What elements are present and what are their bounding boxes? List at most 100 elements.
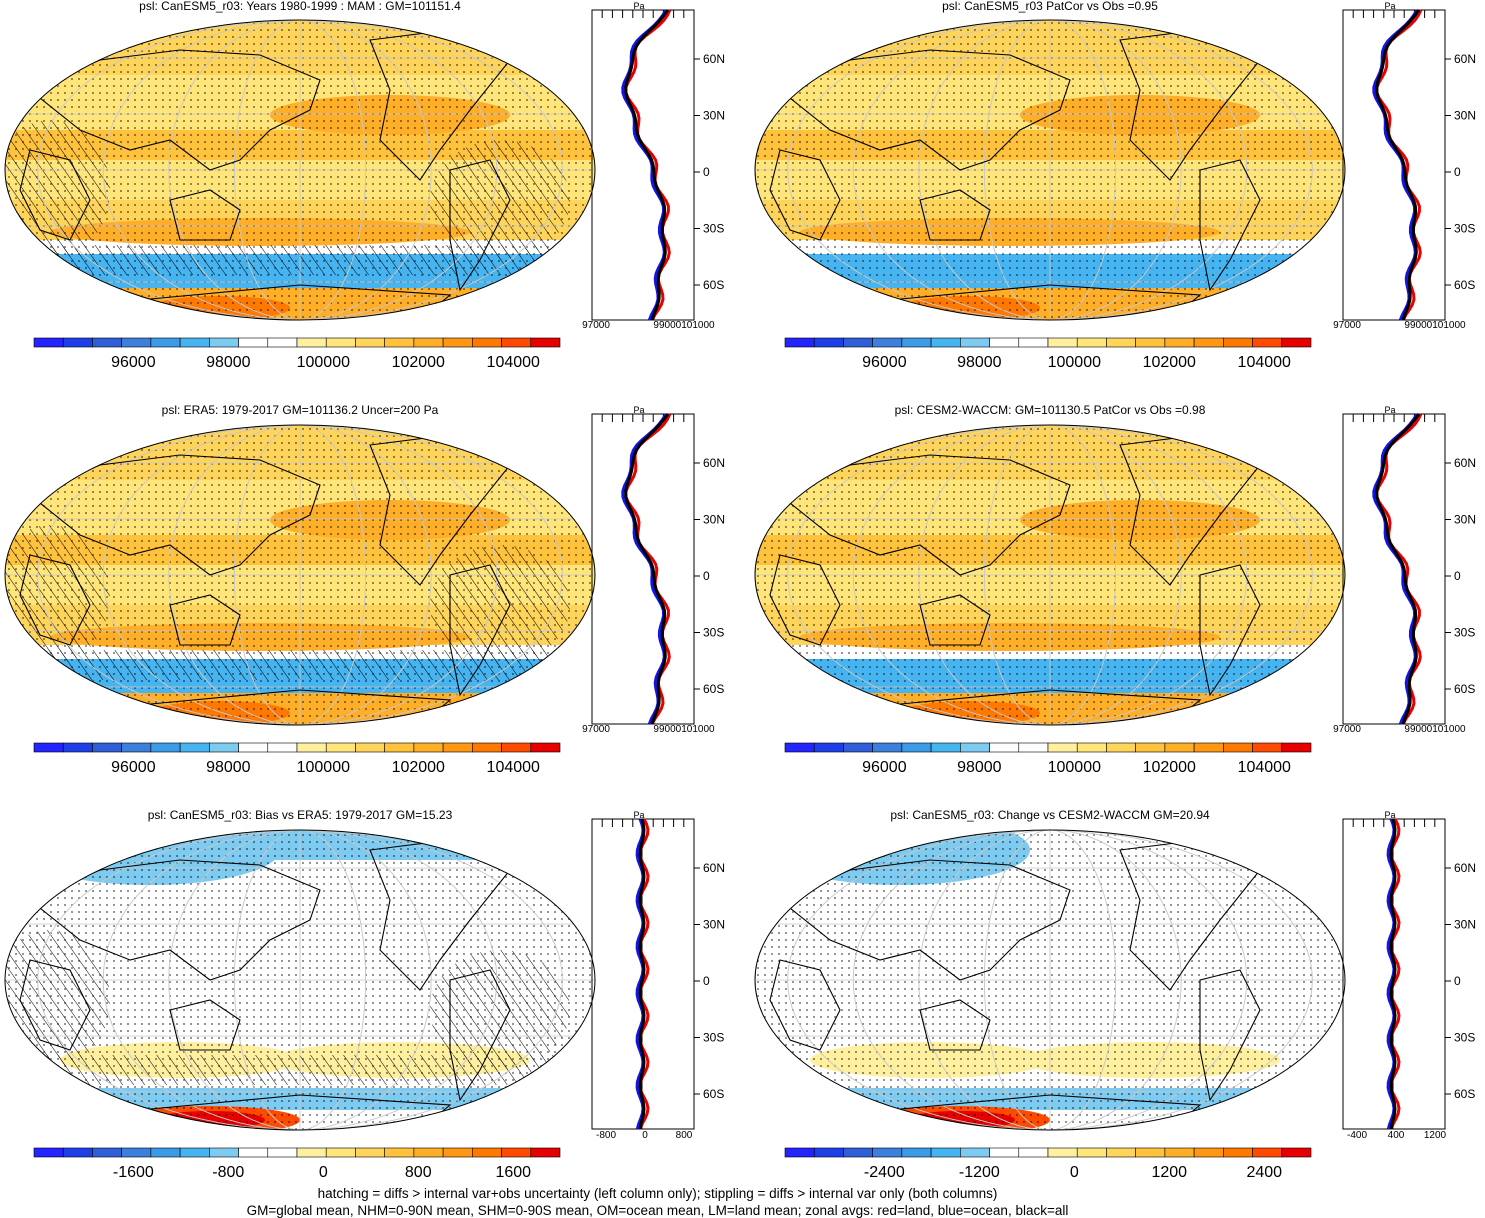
- colorbar-swatch: [150, 1147, 181, 1158]
- zonal-lat-label: 60N: [1454, 861, 1476, 875]
- map-3: [5, 425, 595, 725]
- colorbar-swatch: [1018, 337, 1049, 348]
- coastline: [919, 999, 991, 1051]
- colorbar-tick-label: 102000: [1143, 759, 1196, 776]
- colorbar-swatch: [355, 337, 385, 348]
- zonal-lat-label: 30N: [1454, 918, 1476, 932]
- zonal-all-line: [1389, 818, 1397, 1130]
- map-2: [755, 20, 1345, 320]
- colorbar-swatch: [1281, 742, 1312, 753]
- colorbar-tick-label: 100000: [297, 759, 350, 776]
- coastline: [449, 969, 511, 1102]
- zonal-lat-label: 60N: [703, 52, 725, 66]
- colorbar-swatch: [92, 337, 122, 348]
- colorbar-swatch: [267, 337, 298, 348]
- colorbar-swatch: [872, 1147, 903, 1158]
- colorbar-swatch: [325, 1147, 356, 1158]
- zonal-lat-label: 30N: [703, 513, 725, 527]
- colorbar-swatch: [62, 1147, 93, 1158]
- colorbar-tick-label: 96000: [111, 759, 156, 776]
- zonal-lat-label: 60N: [1454, 52, 1476, 66]
- colorbar-swatch: [121, 337, 152, 348]
- panel-6: psl: CanESM5_r03: Change vs CESM2-WACCM …: [754, 808, 1476, 1181]
- zonal-x-label: 1200: [1424, 1130, 1447, 1141]
- colorbar-tick-label: 102000: [392, 354, 445, 371]
- zonal-lat-label: 30N: [1454, 513, 1476, 527]
- zonal-x-label: 800: [676, 1130, 693, 1141]
- colorbar-swatch: [1164, 742, 1195, 753]
- panel-title: psl: CanESM5_r03 PatCor vs Obs =0.95: [942, 0, 1158, 13]
- coastline: [449, 564, 511, 697]
- coastline: [19, 959, 91, 1051]
- colorbar-swatch: [960, 742, 990, 753]
- coastline: [169, 189, 241, 241]
- zonal-x-label: 97000: [582, 320, 610, 331]
- colorbar-swatch: [179, 337, 210, 348]
- colorbar-swatch: [930, 742, 961, 753]
- map-border: [754, 424, 1346, 726]
- colorbar-swatch: [1076, 1147, 1107, 1158]
- colorbar-swatch: [989, 742, 1020, 753]
- zonal-frame: [591, 9, 695, 321]
- colorbar-tick-label: 98000: [206, 759, 251, 776]
- colorbar-tick-label: 104000: [1238, 759, 1291, 776]
- coastline: [769, 959, 841, 1051]
- zonal-lat-label: 60S: [703, 682, 724, 696]
- colorbar-swatch: [960, 337, 990, 348]
- zonal-frame: [1342, 413, 1446, 725]
- colorbar-swatch: [1223, 337, 1253, 348]
- coastline: [28, 859, 321, 981]
- colorbar-swatch: [238, 337, 269, 348]
- panel-title: psl: CESM2-WACCM: GM=101130.5 PatCor vs …: [895, 403, 1206, 417]
- colorbar-swatch: [813, 1147, 844, 1158]
- zonal-units: Pa: [633, 810, 644, 820]
- colorbar-tick-label: 96000: [111, 354, 156, 371]
- colorbar-swatch: [1018, 742, 1049, 753]
- panel-4: psl: CESM2-WACCM: GM=101130.5 PatCor vs …: [754, 403, 1476, 776]
- zonal-all-line: [624, 413, 670, 725]
- zonal-all-line: [1375, 413, 1421, 725]
- zonal-units: Pa: [633, 405, 644, 415]
- zonal-lat-label: 60S: [1454, 682, 1475, 696]
- colorbar-swatch: [1193, 1147, 1224, 1158]
- colorbar-swatch: [150, 742, 181, 753]
- map-6: [755, 830, 1345, 1130]
- colorbar-swatch: [872, 337, 903, 348]
- colorbar-tick-label: 96000: [862, 759, 907, 776]
- hatching: [430, 950, 570, 1070]
- panel-title: psl: CanESM5_r03: Change vs CESM2-WACCM …: [890, 808, 1210, 822]
- colorbar-swatch: [92, 1147, 122, 1158]
- coastline: [919, 189, 991, 241]
- footer-line-2: GM=global mean, NHM=0-90N mean, SHM=0-90…: [246, 1203, 1069, 1218]
- colorbar-tick-label: -1600: [113, 1164, 154, 1181]
- colorbar-swatch: [784, 742, 815, 753]
- colorbar-swatch: [530, 1147, 561, 1158]
- coastline: [1199, 159, 1261, 292]
- colorbar-swatch: [813, 337, 844, 348]
- colorbar-swatch: [1193, 337, 1224, 348]
- panel-title: psl: CanESM5_r03: Bias vs ERA5: 1979-201…: [148, 808, 453, 822]
- zonal-x-label: 97000: [1333, 320, 1361, 331]
- hatching: [430, 545, 570, 665]
- colorbar-swatch: [501, 337, 532, 348]
- zonal-lat-label: 60N: [703, 861, 725, 875]
- colorbar-swatch: [1164, 337, 1195, 348]
- zonal-lat-label: 30S: [703, 222, 724, 236]
- colorbar-swatch: [1076, 742, 1107, 753]
- colorbar-swatch: [1106, 1147, 1136, 1158]
- zonal-x-label: 400: [1388, 1130, 1405, 1141]
- colorbar-swatch: [501, 742, 532, 753]
- colorbar-swatch: [92, 742, 122, 753]
- colorbar-swatch: [1076, 337, 1107, 348]
- colorbar-tick-label: 102000: [392, 759, 445, 776]
- panel-title: psl: CanESM5_r03: Years 1980-1999 : MAM …: [139, 0, 461, 13]
- coastline: [769, 554, 841, 646]
- zonal-lat-label: 30S: [1454, 222, 1475, 236]
- coastline: [778, 49, 1071, 171]
- zonal-x-label: 99000101000: [653, 320, 715, 331]
- zonal-x-label: 97000: [582, 724, 610, 735]
- panel-3: psl: ERA5: 1979-2017 GM=101136.2 Uncer=2…: [4, 403, 725, 776]
- zonal-units: Pa: [1384, 1, 1395, 11]
- colorbar-swatch: [209, 337, 239, 348]
- colorbar-tick-label: 96000: [862, 354, 907, 371]
